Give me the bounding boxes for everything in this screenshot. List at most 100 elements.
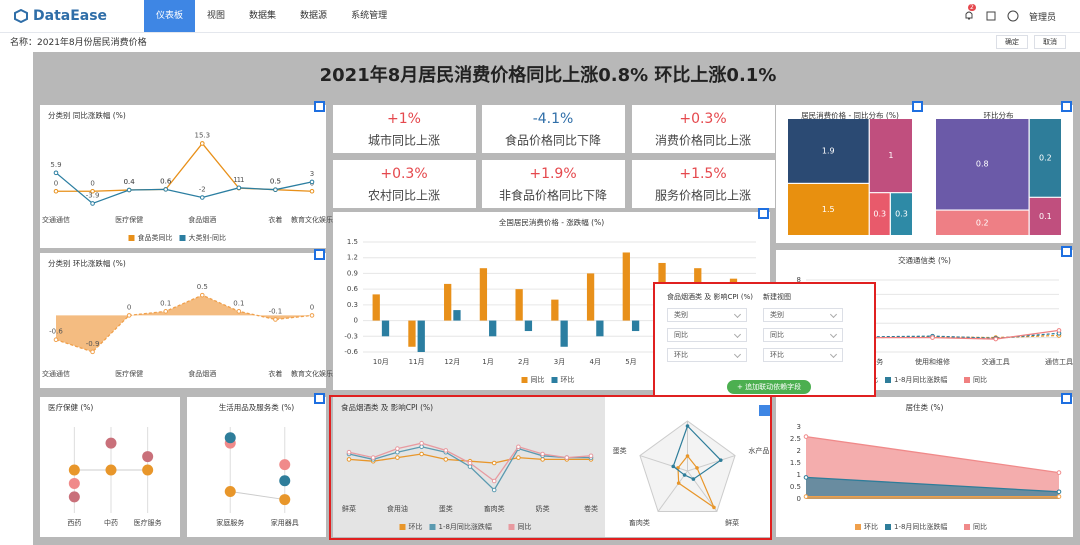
y-tick-label: -0.6 bbox=[344, 348, 358, 356]
radar-point bbox=[685, 454, 690, 458]
point bbox=[540, 457, 545, 462]
kpi-label: 服务价格同比上涨 bbox=[655, 188, 751, 203]
user-menu[interactable]: 管理员 bbox=[1028, 12, 1056, 23]
y-tick-label: 0.9 bbox=[347, 269, 358, 277]
x-tick-label: 医疗保健 bbox=[115, 215, 143, 224]
point bbox=[803, 475, 809, 480]
select[interactable]: 同比 bbox=[667, 328, 747, 342]
bar bbox=[524, 320, 533, 332]
legend-label: 1-8月同比涨跌幅 bbox=[439, 522, 492, 531]
x-tick-label: 奶类 bbox=[536, 504, 550, 513]
dot bbox=[68, 477, 80, 489]
nav-item[interactable]: 视图 bbox=[207, 11, 226, 21]
radar-axis bbox=[657, 470, 688, 512]
x-tick-label: 通信工具 bbox=[1045, 357, 1073, 366]
panel-title: 生活用品及服务类 (%) bbox=[219, 402, 294, 412]
treemap-label: 0.8 bbox=[976, 160, 989, 169]
dot bbox=[279, 459, 291, 471]
treemap-cell bbox=[788, 119, 869, 183]
legend-swatch bbox=[521, 377, 528, 383]
radar-point bbox=[712, 505, 716, 510]
name-bar: 名称： 2021年8月份居民消费价格 确定 取消 bbox=[0, 33, 1080, 50]
point bbox=[491, 478, 497, 484]
confirm-button[interactable]: 确定 bbox=[996, 34, 1028, 49]
x-tick-label: 医疗保健 bbox=[115, 369, 143, 378]
bar bbox=[479, 268, 488, 321]
y-tick-label: 1 bbox=[797, 471, 801, 479]
kpi-card bbox=[482, 105, 625, 153]
treemap-label: 0.3 bbox=[873, 210, 886, 219]
radar-label: 水产品 bbox=[748, 446, 769, 455]
treemap-cell bbox=[890, 193, 912, 235]
x-tick-label: 卷类 bbox=[584, 504, 598, 513]
select[interactable]: 类别 bbox=[763, 308, 843, 322]
point bbox=[1056, 328, 1062, 333]
treemap-label: 0.2 bbox=[1039, 153, 1052, 162]
legend-swatch bbox=[399, 524, 406, 530]
x-tick-label: 5月 bbox=[625, 358, 636, 366]
x-tick-label: 西药 bbox=[67, 518, 81, 527]
kpi-value: -4.1% bbox=[533, 111, 574, 127]
point bbox=[163, 187, 169, 192]
kpi-value: +1.9% bbox=[529, 166, 576, 182]
point bbox=[516, 455, 521, 460]
x-tick-label: 医疗服务 bbox=[134, 518, 162, 527]
select[interactable]: 环比 bbox=[667, 348, 747, 362]
x-tick-label: 4月 bbox=[589, 358, 600, 366]
kpi-card bbox=[333, 105, 476, 153]
nav-item[interactable]: 仪表板 bbox=[144, 0, 196, 32]
logo-text: DataEase bbox=[33, 8, 108, 24]
bar bbox=[596, 320, 604, 337]
point bbox=[90, 201, 95, 206]
panel-handle bbox=[1061, 393, 1072, 404]
x-tick-label: 食用油 bbox=[387, 504, 408, 513]
legend-label: 环比 bbox=[561, 375, 575, 384]
panel-handle bbox=[912, 101, 923, 112]
legend-swatch bbox=[885, 377, 891, 383]
edit-icon[interactable] bbox=[759, 405, 770, 416]
data-label: 0 bbox=[90, 179, 94, 187]
area bbox=[56, 295, 312, 352]
area bbox=[806, 477, 1059, 499]
panel-title: 全国居民消费价格 - 涨跌幅 (%) bbox=[499, 217, 604, 227]
kpi-value: +1% bbox=[387, 111, 421, 127]
notification[interactable]: 2 bbox=[963, 3, 976, 24]
point bbox=[370, 455, 376, 460]
data-label: -3.9 bbox=[86, 191, 100, 199]
help-icon[interactable] bbox=[1007, 10, 1019, 22]
point bbox=[467, 460, 473, 466]
y-tick-label: -0.3 bbox=[344, 332, 358, 340]
dot bbox=[105, 437, 117, 449]
logo[interactable]: DataEase bbox=[14, 8, 144, 24]
x-tick-label: 2月 bbox=[518, 358, 529, 366]
select[interactable]: 类别 bbox=[667, 308, 747, 322]
panel-handle bbox=[758, 208, 769, 219]
bar bbox=[417, 320, 425, 352]
kpi-value: +0.3% bbox=[380, 166, 427, 182]
nav-item[interactable]: 系统管理 bbox=[351, 11, 388, 21]
legend-label: 食品类同比 bbox=[138, 233, 173, 242]
point bbox=[467, 464, 473, 469]
nav-item[interactable]: 数据源 bbox=[300, 11, 328, 21]
cancel-button[interactable]: 取消 bbox=[1034, 34, 1066, 49]
panel-title: 医疗保健 (%) bbox=[48, 402, 93, 412]
point bbox=[163, 309, 169, 314]
point bbox=[53, 337, 59, 343]
panel-handle bbox=[1061, 101, 1072, 112]
y-tick-label: 0.3 bbox=[347, 301, 358, 309]
treemap-label: 1 bbox=[888, 151, 893, 160]
treemap-label: 0.1 bbox=[1039, 212, 1052, 221]
select[interactable]: 环比 bbox=[763, 348, 843, 362]
nav-item[interactable]: 数据集 bbox=[249, 11, 277, 21]
point bbox=[516, 444, 521, 450]
bar bbox=[444, 283, 452, 321]
select[interactable]: 同比 bbox=[763, 328, 843, 342]
point bbox=[126, 187, 132, 193]
dot bbox=[279, 494, 291, 506]
add-field-button[interactable]: + 追加联动依赖字段 bbox=[727, 380, 812, 394]
x-tick-label: 畜肉类 bbox=[484, 504, 505, 513]
point bbox=[53, 188, 59, 194]
panel-title: 分类别 环比涨跌幅 (%) bbox=[48, 258, 126, 268]
grid-icon[interactable] bbox=[985, 10, 997, 22]
